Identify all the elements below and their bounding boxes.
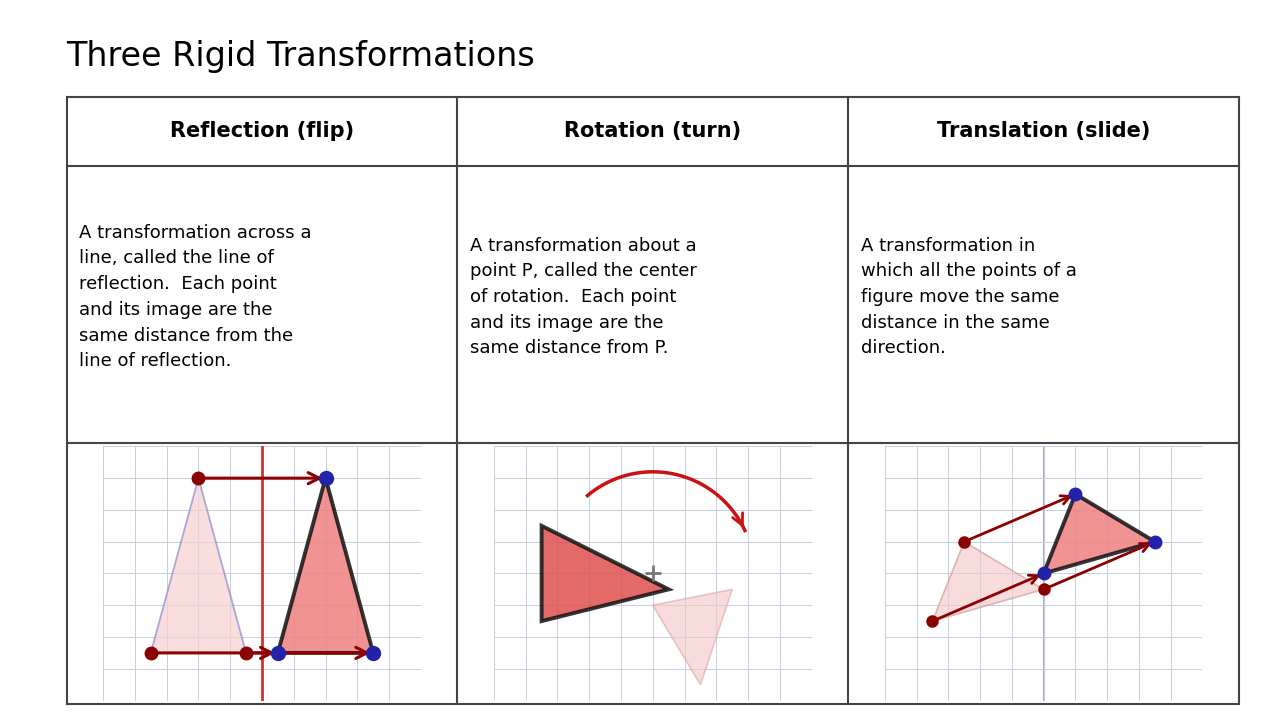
Text: Reflection (flip): Reflection (flip) xyxy=(170,122,355,141)
Polygon shape xyxy=(653,590,732,685)
Polygon shape xyxy=(151,478,246,653)
Text: A transformation across a
line, called the line of
reflection.  Each point
and i: A transformation across a line, called t… xyxy=(79,224,312,370)
Text: Translation (slide): Translation (slide) xyxy=(937,122,1151,141)
Polygon shape xyxy=(541,526,668,621)
Text: A transformation about a
point P, called the center
of rotation.  Each point
and: A transformation about a point P, called… xyxy=(470,237,698,357)
Polygon shape xyxy=(278,478,374,653)
Text: A transformation in
which all the points of a
figure move the same
distance in t: A transformation in which all the points… xyxy=(861,237,1076,357)
Polygon shape xyxy=(932,541,1043,621)
Text: Three Rigid Transformations: Three Rigid Transformations xyxy=(67,40,535,73)
Text: Rotation (turn): Rotation (turn) xyxy=(564,122,741,141)
Polygon shape xyxy=(1043,494,1155,573)
